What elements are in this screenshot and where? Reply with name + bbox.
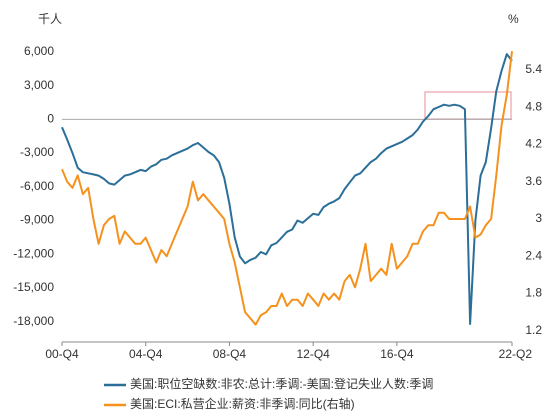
y-tick-label: 6,000	[24, 44, 54, 58]
y2-tick-label: 3.6	[525, 174, 542, 188]
highlight-box	[424, 91, 512, 120]
y2-tick-label: 3	[535, 211, 542, 225]
y2-tick-label: 1.8	[525, 286, 542, 300]
series-line	[61, 51, 513, 326]
y2-tick-label: 4.8	[525, 99, 542, 113]
legend: 美国:职位空缺数:非农:总计:季调:-美国:登记失业人数:季调美国:ECI:私营…	[104, 376, 433, 411]
y-tick-label: -15,000	[13, 280, 54, 294]
x-tick-label: 12-Q4	[296, 347, 330, 361]
y-unit: 千人	[38, 12, 62, 26]
x-tick-label: 00-Q4	[45, 347, 79, 361]
y-tick-label: -18,000	[13, 314, 54, 328]
y2-tick-label: 4.2	[525, 137, 542, 151]
x-tick-label: 04-Q4	[129, 347, 163, 361]
y-tick-label: -9,000	[20, 213, 54, 227]
y-tick-label: 0	[47, 112, 54, 126]
series-line	[61, 53, 513, 325]
y-tick-label: -12,000	[13, 246, 54, 260]
y2-unit: %	[508, 12, 519, 26]
x-tick-label: 16-Q4	[380, 347, 414, 361]
x-tick-label: 08-Q4	[213, 347, 247, 361]
y2-tick-label: 1.2	[525, 323, 542, 337]
legend-label: 美国:职位空缺数:非农:总计:季调:-美国:登记失业人数:季调	[130, 376, 433, 391]
y-tick-label: -6,000	[20, 179, 54, 193]
y-tick-label: -3,000	[20, 145, 54, 159]
legend-label: 美国:ECI:私营企业:薪资:非季调:同比(右轴)	[130, 396, 355, 411]
y2-tick-label: 2.4	[525, 248, 542, 262]
x-tick-label: 22-Q2	[499, 347, 533, 361]
y-tick-label: 3,000	[24, 78, 54, 92]
y2-tick-label: 5.4	[525, 62, 542, 76]
